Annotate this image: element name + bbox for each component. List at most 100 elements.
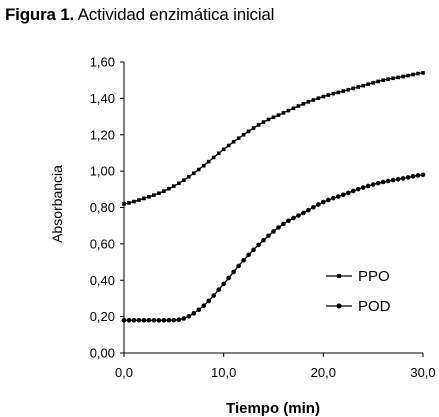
data-point [335, 194, 341, 199]
data-point [231, 139, 236, 144]
data-point [345, 190, 351, 196]
data-point [286, 108, 291, 113]
data-point [147, 195, 151, 199]
chart-legend: PPO POD [326, 268, 391, 315]
data-point [126, 317, 132, 323]
data-point [261, 237, 266, 243]
y-tick-label: 0,60 [90, 236, 115, 251]
chart-axes [120, 61, 424, 357]
data-point [127, 201, 131, 205]
series-pod [121, 172, 426, 323]
y-tick-label: 0,00 [90, 346, 115, 361]
data-point [396, 75, 400, 80]
x-tick-label: 10,0 [211, 365, 236, 380]
data-point [211, 293, 216, 298]
series-ppo [122, 71, 425, 206]
y-tick-label: 1,20 [90, 127, 115, 142]
data-point [167, 186, 171, 191]
data-point [316, 202, 321, 207]
data-point [281, 111, 286, 115]
legend-item-pod: POD [326, 298, 391, 315]
x-tick-label: 30,0 [410, 365, 435, 380]
data-point [201, 163, 206, 168]
x-tick-label: 0,0 [115, 365, 133, 380]
data-point [251, 247, 256, 253]
data-point [141, 317, 147, 323]
data-point [281, 221, 286, 227]
data-point [182, 178, 186, 183]
data-point [276, 225, 281, 230]
data-point [331, 195, 336, 201]
data-point [241, 132, 246, 137]
y-tick-label: 1,60 [90, 55, 115, 70]
x-axis-label: Tiempo (min) [226, 400, 320, 417]
y-tick-label: 1,00 [90, 164, 115, 179]
data-point [375, 180, 381, 186]
legend-label: POD [358, 298, 391, 315]
data-point [401, 74, 405, 79]
data-point [261, 120, 266, 124]
tick-labels: 0,00 0,20 0,40 0,60 0,80 1,00 1,20 1,40 1,60 0,0 1… [90, 55, 436, 381]
data-point [196, 307, 202, 313]
data-point [142, 196, 146, 201]
data-point [361, 83, 365, 88]
figure-number: Figura 1. [5, 5, 75, 24]
data-point [411, 72, 415, 77]
data-point [221, 147, 226, 152]
data-point [420, 172, 426, 178]
data-point [246, 252, 251, 258]
data-point [306, 207, 311, 213]
data-point [311, 204, 316, 210]
data-point [121, 317, 127, 323]
data-point [371, 81, 375, 85]
data-point [271, 229, 276, 234]
data-point [186, 313, 192, 319]
data-point [191, 311, 197, 316]
data-point [296, 213, 301, 218]
data-point [301, 102, 306, 106]
data-point [381, 78, 385, 82]
data-point [266, 233, 271, 239]
y-tick-label: 1,40 [90, 91, 115, 106]
data-point [171, 317, 177, 323]
data-point [380, 179, 386, 185]
y-tick-label: 0,40 [90, 273, 115, 288]
data-point [152, 193, 156, 197]
y-tick-label: 0,20 [90, 309, 115, 324]
data-point [291, 106, 296, 111]
data-point [122, 202, 126, 206]
data-point [256, 123, 261, 127]
legend-label: PPO [358, 268, 390, 285]
data-point [296, 104, 301, 108]
data-point [256, 242, 261, 248]
data-point [365, 183, 371, 189]
data-point [236, 263, 241, 269]
data-point [355, 186, 361, 192]
data-point [136, 317, 142, 323]
figure-title: Actividad enzimática inicial [77, 5, 275, 24]
chart-series [121, 71, 426, 323]
data-point [321, 94, 326, 99]
data-point [346, 87, 351, 92]
data-point [201, 303, 207, 309]
data-point [131, 317, 137, 323]
data-point [341, 89, 346, 93]
data-point [326, 197, 331, 203]
data-point [211, 155, 216, 160]
legend-marker [336, 303, 342, 309]
data-point [166, 317, 172, 323]
figure-caption: Figura 1. Actividad enzimática inicial [5, 5, 274, 25]
data-point [137, 198, 141, 202]
data-point [391, 76, 395, 81]
data-point [316, 96, 321, 101]
data-point [366, 82, 370, 87]
data-point [395, 176, 401, 182]
data-point [351, 86, 356, 91]
data-point [162, 189, 166, 193]
data-point [181, 316, 187, 321]
data-point [331, 91, 336, 96]
data-point [416, 71, 420, 76]
data-point [191, 171, 196, 176]
data-point [415, 173, 421, 178]
